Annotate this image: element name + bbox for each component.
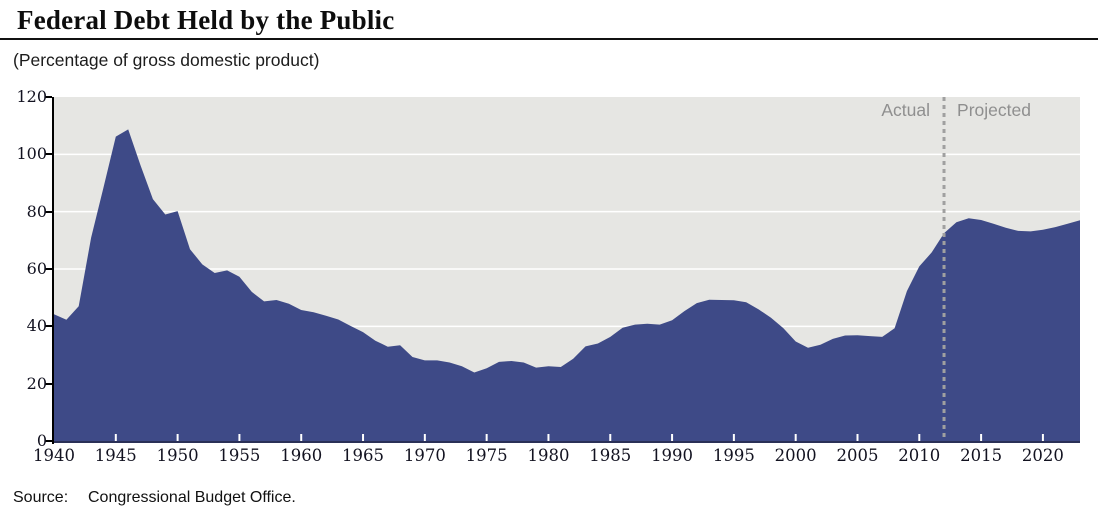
y-tick-mark-20 <box>45 382 52 385</box>
debt-area-series <box>54 129 1080 441</box>
x-tick-label-1960: 1960 <box>280 446 323 465</box>
x-tick-label-1985: 1985 <box>589 446 632 465</box>
chart-subtitle: (Percentage of gross domestic product) <box>13 50 320 70</box>
projected-zone-label: Projected <box>957 100 1031 120</box>
debt-area-chart <box>54 97 1080 441</box>
title-divider-rule <box>0 38 1098 40</box>
source-value: Congressional Budget Office. <box>88 489 296 506</box>
x-tick-label-1945: 1945 <box>94 446 137 465</box>
y-tick-label-60: 60 <box>26 259 47 278</box>
y-tick-label-120: 120 <box>16 87 47 106</box>
x-tick-label-2010: 2010 <box>898 446 941 465</box>
x-tick-label-1990: 1990 <box>651 446 694 465</box>
y-tick-mark-120 <box>45 96 52 98</box>
x-tick-label-1950: 1950 <box>156 446 199 465</box>
x-tick-label-1980: 1980 <box>527 446 570 465</box>
x-tick-label-2000: 2000 <box>774 446 817 465</box>
actual-zone-label: Actual <box>881 100 931 120</box>
y-tick-label-100: 100 <box>16 144 47 164</box>
x-tick-label-2005: 2005 <box>836 446 879 465</box>
x-tick-label-1955: 1955 <box>218 446 261 465</box>
x-tick-label-1975: 1975 <box>465 446 508 465</box>
x-tick-label-2015: 2015 <box>960 446 1003 465</box>
x-tick-label-1995: 1995 <box>712 446 755 465</box>
plot-area <box>54 97 1080 441</box>
y-tick-mark-0 <box>45 440 52 442</box>
y-tick-mark-60 <box>45 268 52 270</box>
y-tick-mark-40 <box>45 325 52 328</box>
x-tick-label-1940: 1940 <box>33 446 75 465</box>
y-tick-label-0: 0 <box>36 431 47 450</box>
x-axis-line <box>54 441 1080 443</box>
x-tick-label-1970: 1970 <box>403 446 446 465</box>
x-tick-label-1965: 1965 <box>342 446 385 465</box>
chart-title: Federal Debt Held by the Public <box>17 5 395 35</box>
y-tick-label-20: 20 <box>26 373 47 393</box>
x-tick-label-2020: 2020 <box>1021 446 1064 465</box>
y-tick-label-40: 40 <box>26 316 47 336</box>
y-tick-mark-100 <box>45 153 52 156</box>
source-label: Source: <box>13 489 69 506</box>
y-axis-line <box>52 97 54 444</box>
y-tick-mark-80 <box>45 210 52 213</box>
y-tick-label-80: 80 <box>26 201 47 221</box>
